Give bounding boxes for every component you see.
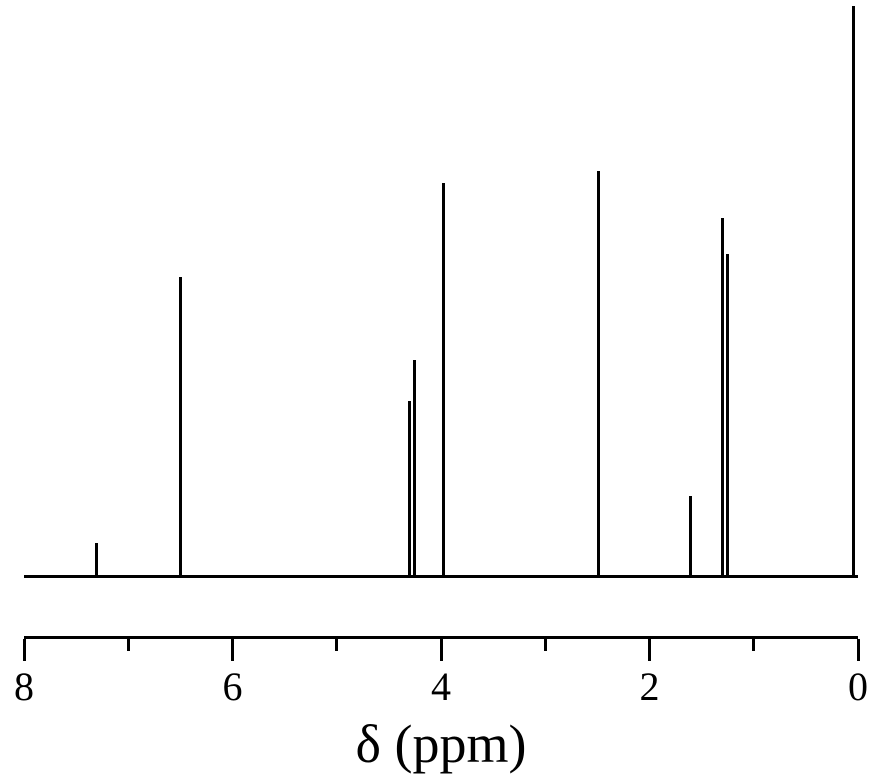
x-tick-label: 4: [411, 663, 471, 710]
x-tick-label: 0: [828, 663, 884, 710]
x-tick-major: [231, 639, 234, 661]
x-tick-major: [23, 639, 26, 661]
nmr-peak: [408, 401, 411, 575]
nmr-peak: [689, 496, 692, 576]
x-axis-label: δ (ppm): [24, 713, 858, 775]
x-tick-minor: [127, 639, 130, 651]
x-tick-major: [648, 639, 651, 661]
x-tick-major: [440, 639, 443, 661]
nmr-peak: [721, 218, 724, 575]
plot-area: [24, 6, 858, 596]
nmr-peak: [413, 360, 416, 575]
x-tick-label: 6: [203, 663, 263, 710]
x-axis-label-text: δ (ppm): [356, 714, 527, 774]
x-tick-label: 2: [620, 663, 680, 710]
nmr-peak: [597, 171, 600, 575]
nmr-spectrum-figure: 8 6 4 2 0 δ (ppm): [0, 0, 884, 774]
x-tick-minor: [752, 639, 755, 651]
nmr-peak: [95, 543, 98, 575]
x-tick-major: [857, 639, 860, 661]
x-tick-minor: [335, 639, 338, 651]
nmr-peak: [852, 6, 855, 575]
x-tick-minor: [544, 639, 547, 651]
nmr-peak: [442, 183, 445, 575]
x-tick-label: 8: [0, 663, 54, 710]
nmr-peak: [726, 254, 729, 576]
spectrum-baseline: [24, 575, 858, 578]
nmr-peak: [179, 277, 182, 575]
